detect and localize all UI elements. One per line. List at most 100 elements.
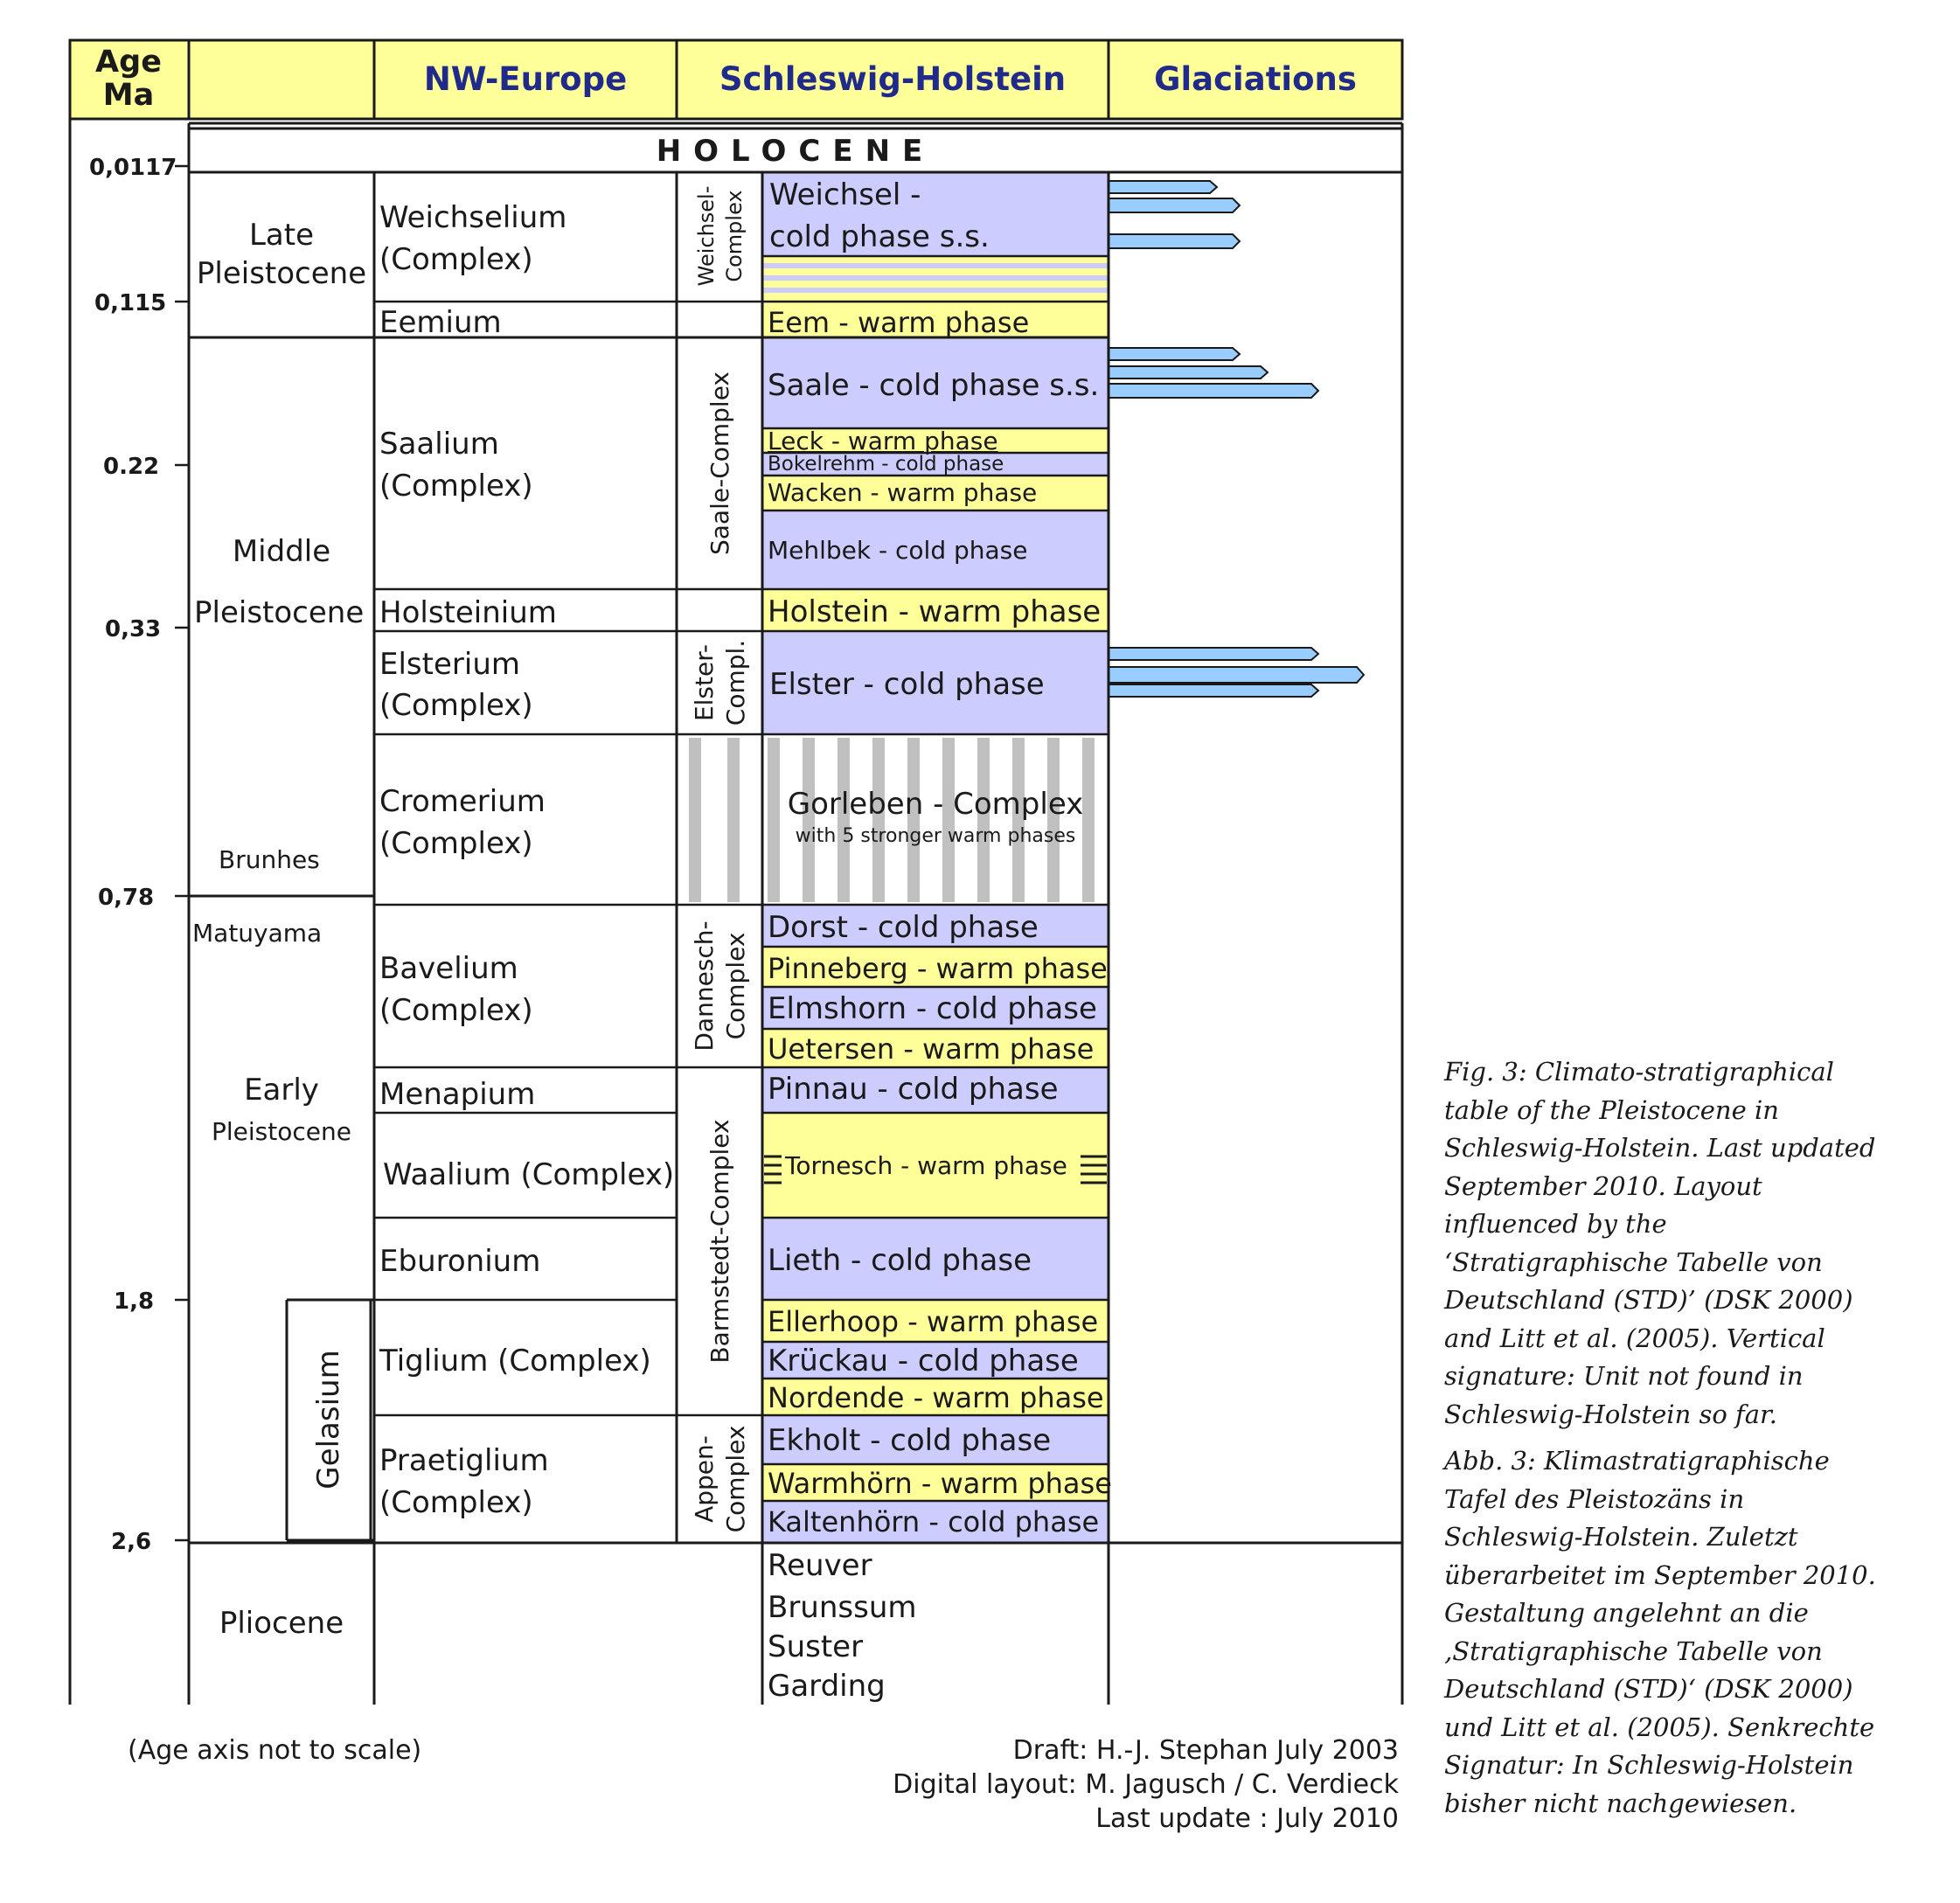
footer-scale-note: (Age axis not to scale) — [128, 1735, 422, 1766]
epoch-late-line1: Late — [248, 218, 315, 253]
epoch-early-line2: Pleistocene — [212, 1117, 351, 1146]
fill-ellerhoop — [762, 1300, 1109, 1342]
phase-lieth: Lieth - cold phase — [768, 1243, 1032, 1278]
nw-cromerium-2: (Complex) — [379, 826, 533, 861]
hatch-bar — [838, 738, 850, 902]
hatch-bar — [942, 738, 955, 902]
glacier-bar — [1108, 233, 1241, 249]
fill-weichsel — [762, 172, 1109, 256]
header-fill-sh — [677, 40, 1109, 119]
phase-reuver: Reuver — [768, 1548, 872, 1583]
phase-uetersen: Uetersen - warm phase — [768, 1032, 1095, 1066]
nw-waalium: Waalium (Complex) — [383, 1157, 675, 1192]
phase-tornesch: Tornesch - warm phase — [785, 1151, 1067, 1180]
fill-elster — [762, 631, 1109, 734]
holocene-label: HOLOCENE — [656, 134, 935, 169]
hatch-bar — [803, 738, 815, 902]
phase-pinnau: Pinnau - cold phase — [768, 1072, 1059, 1107]
hatch-signature — [689, 738, 1095, 902]
nw-holsteinium: Holsteinium — [379, 595, 557, 630]
glacier-bar — [1108, 365, 1269, 379]
fill-leck — [762, 428, 1109, 453]
phase-warmhorn: Warmhörn - warm phase — [768, 1467, 1112, 1500]
complex-elster-2: Compl. — [721, 639, 750, 726]
fill-eem — [762, 302, 1109, 337]
complex-dannesch-2: Complex — [721, 932, 750, 1040]
footer-layout: Digital layout: M. Jagusch / C. Verdieck — [893, 1769, 1399, 1800]
caption-german: Abb. 3: Klimastratigraphische Tafel des … — [1444, 1446, 1876, 1818]
nw-elsterium-1: Elsterium — [379, 647, 520, 682]
complex-weichsel-1: Weichsel- — [694, 185, 719, 287]
glacier-bar — [1108, 647, 1320, 661]
glacier-bar — [1108, 180, 1219, 194]
complex-weichsel-2: Complex — [722, 190, 747, 282]
phase-ekholt: Ekholt - cold phase — [768, 1423, 1052, 1458]
epoch-gelasium: Gelasium — [311, 1350, 346, 1490]
complex-elster-1: Elster- — [690, 643, 719, 722]
phase-garding: Garding — [768, 1669, 886, 1704]
phase-mehlbek: Mehlbek - cold phase — [768, 536, 1028, 565]
hatch-bar — [907, 738, 920, 902]
phase-kaltenhorn: Kaltenhörn - cold phase — [768, 1505, 1100, 1538]
fill-dorst — [762, 905, 1109, 947]
phase-weichsel-2: cold phase s.s. — [769, 219, 990, 254]
epoch-middle-line1: Middle — [232, 534, 331, 569]
epoch-matuyama: Matuyama — [192, 919, 323, 948]
nw-praetiglium-1: Praetiglium — [379, 1443, 549, 1478]
nw-praetiglium-2: (Complex) — [379, 1485, 533, 1520]
header-fill-age — [70, 40, 187, 119]
fill-ekholt — [762, 1415, 1109, 1464]
glacier-bar — [1108, 347, 1241, 361]
nw-eburonium: Eburonium — [379, 1244, 541, 1279]
nw-cromerium-1: Cromerium — [379, 784, 546, 819]
phase-leck: Leck - warm phase — [768, 427, 998, 455]
phase-wacken: Wacken - warm phase — [768, 478, 1038, 507]
fill-saale — [762, 337, 1109, 428]
header-schleswig-holstein: Schleswig-Holstein — [719, 60, 1067, 98]
tornesch-marks — [764, 1155, 1107, 1184]
phase-suster: Suster — [768, 1629, 864, 1664]
glacier-bar — [1108, 383, 1320, 399]
epoch-brunhes: Brunhes — [219, 845, 320, 874]
hatch-bar — [977, 738, 990, 902]
age-tick: 2,6 — [111, 1529, 152, 1555]
header-fill-glac — [1109, 40, 1402, 119]
hatch-bar — [727, 738, 740, 902]
age-tick: 0,0117 — [89, 155, 177, 181]
complex-dannesch-1: Dannesch- — [690, 920, 719, 1052]
fill-mehlbek — [762, 510, 1109, 589]
phase-nordende: Nordende - warm phase — [768, 1381, 1104, 1414]
hatch-bar — [689, 738, 701, 902]
phase-weichsel-1: Weichsel - — [769, 177, 921, 212]
epoch-early-line1: Early — [244, 1073, 319, 1108]
epoch-middle-line2: Pleistocene — [194, 595, 365, 630]
figure-caption: Fig. 3: Climato-stratigraphical table of… — [1444, 1053, 1886, 1831]
header-fill-nw — [374, 40, 677, 119]
phase-kruckau: Krückau - cold phase — [768, 1344, 1079, 1379]
phase-brunssum: Brunssum — [768, 1590, 917, 1625]
phase-dorst: Dorst - cold phase — [768, 910, 1039, 945]
complex-appen-2: Complex — [721, 1425, 750, 1533]
age-tick: 0,115 — [94, 290, 167, 316]
complex-saale: Saale-Complex — [705, 371, 734, 556]
glacier-bar — [1108, 666, 1366, 684]
fill-holstein — [762, 589, 1109, 631]
glacier-bar — [1108, 198, 1241, 213]
phase-gorleben-sub: with 5 stronger warm phases — [795, 825, 1076, 847]
fill-kruckau — [762, 1342, 1109, 1379]
header-nw-europe: NW-Europe — [423, 60, 628, 98]
fill-lieth — [762, 1218, 1109, 1300]
phase-saale: Saale - cold phase s.s. — [768, 368, 1100, 403]
hatch-bar — [768, 738, 780, 902]
phase-pinneberg: Pinneberg - warm phase — [768, 952, 1108, 985]
phase-elmshorn: Elmshorn - cold phase — [768, 991, 1097, 1026]
hatch-bar — [1082, 738, 1095, 902]
glacier-bars — [1108, 180, 1366, 698]
nw-saalium-2: (Complex) — [379, 469, 533, 504]
phase-ellerhoop: Ellerhoop - warm phase — [768, 1305, 1099, 1338]
fill-pinnau — [762, 1067, 1109, 1113]
footer-draft: Draft: H.-J. Stephan July 2003 — [1012, 1735, 1399, 1766]
complex-barmstedt: Barmstedt-Complex — [705, 1119, 734, 1364]
caption-english: Fig. 3: Climato-stratigraphical table of… — [1444, 1057, 1876, 1429]
